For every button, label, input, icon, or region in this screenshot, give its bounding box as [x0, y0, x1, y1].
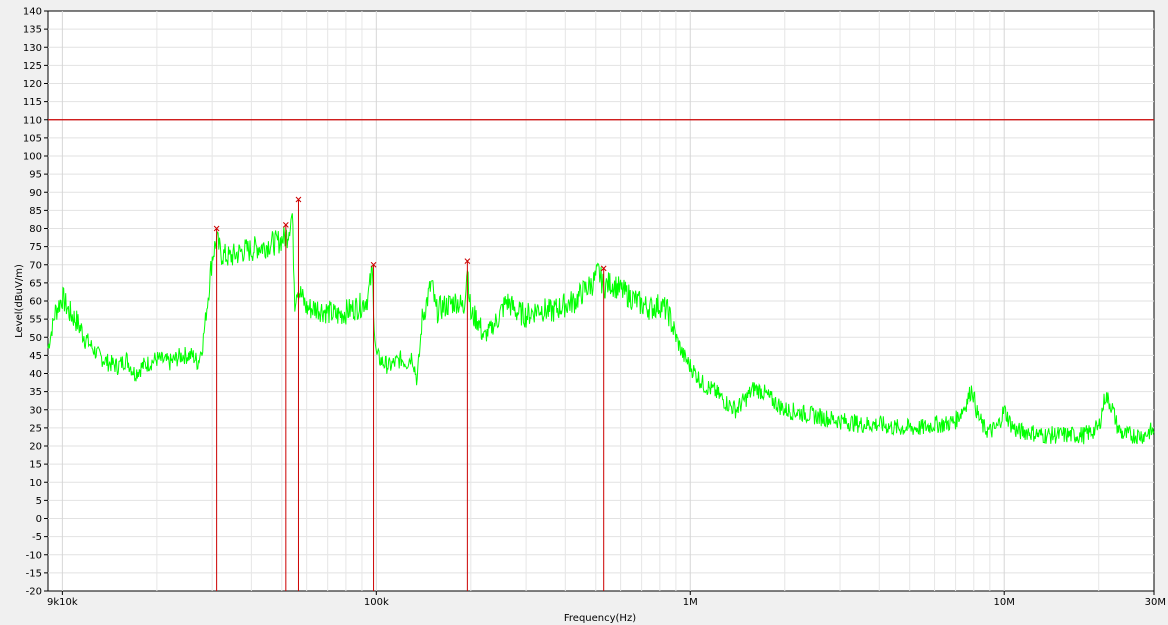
y-tick-label: 90 — [29, 188, 42, 199]
plot-content — [47, 119, 1155, 591]
y-tick-label: 50 — [29, 333, 42, 344]
y-tick-label: 100 — [23, 152, 42, 163]
peak-marker — [600, 265, 607, 272]
peak-marker — [370, 261, 377, 268]
y-tick-label: 80 — [29, 224, 42, 235]
y-tick-label: 55 — [29, 315, 42, 326]
y-tick-label: 105 — [23, 133, 42, 144]
x-tick-label: 100k — [364, 597, 389, 608]
y-tick-label: 10 — [29, 478, 42, 489]
x-tick-label: 10M — [994, 597, 1015, 608]
y-axis-title: Level(dBuV/m) — [14, 264, 25, 338]
y-tick-label: -15 — [26, 568, 42, 579]
y-tick-label: 30 — [29, 405, 42, 416]
y-tick-label: -5 — [32, 532, 42, 543]
y-tick-label: 40 — [29, 369, 42, 380]
y-tick-label: 75 — [29, 242, 42, 253]
y-tick-label: 15 — [29, 460, 42, 471]
y-tick-label: 115 — [23, 97, 42, 108]
peak-marker — [213, 225, 220, 232]
peak-marker — [282, 222, 289, 228]
y-tick-label: 125 — [23, 61, 42, 72]
x-axis-ticks: 9k10k 100k 1M 10M 30M — [47, 591, 1166, 608]
y-tick-label: 85 — [29, 206, 42, 217]
y-tick-label: 95 — [29, 170, 42, 181]
y-tick-label: 20 — [29, 442, 42, 453]
y-tick-label: 135 — [23, 25, 42, 36]
x-axis-title: Frequency(Hz) — [564, 613, 636, 624]
y-tick-label: 35 — [29, 387, 42, 398]
x-tick-label: 1M — [683, 597, 698, 608]
y-tick-label: 45 — [29, 351, 42, 362]
y-axis-ticks: -20 -15 -10 -5 0 5 10 15 20 25 30 35 40 45 50 55 60 65 70 7… — [23, 7, 48, 598]
y-tick-label: 120 — [23, 79, 42, 90]
y-tick-label: 60 — [29, 297, 42, 308]
y-tick-label: 0 — [36, 514, 42, 525]
peak-marker — [464, 258, 471, 264]
series-line — [47, 213, 1155, 445]
x-tick-label: 30M — [1145, 597, 1166, 608]
y-tick-label: 70 — [29, 260, 42, 271]
y-tick-label: 130 — [23, 43, 42, 54]
y-tick-label: 140 — [23, 7, 42, 18]
y-tick-label: 5 — [36, 496, 42, 507]
y-tick-label: 25 — [29, 423, 42, 434]
y-tick-label: -10 — [26, 550, 42, 561]
peak-markers — [213, 196, 607, 591]
x-tick-label: 9k10k — [47, 597, 78, 608]
y-tick-label: 65 — [29, 278, 42, 289]
y-tick-label: 110 — [23, 115, 42, 126]
peak-marker — [295, 196, 302, 203]
y-tick-label: -20 — [26, 587, 42, 598]
